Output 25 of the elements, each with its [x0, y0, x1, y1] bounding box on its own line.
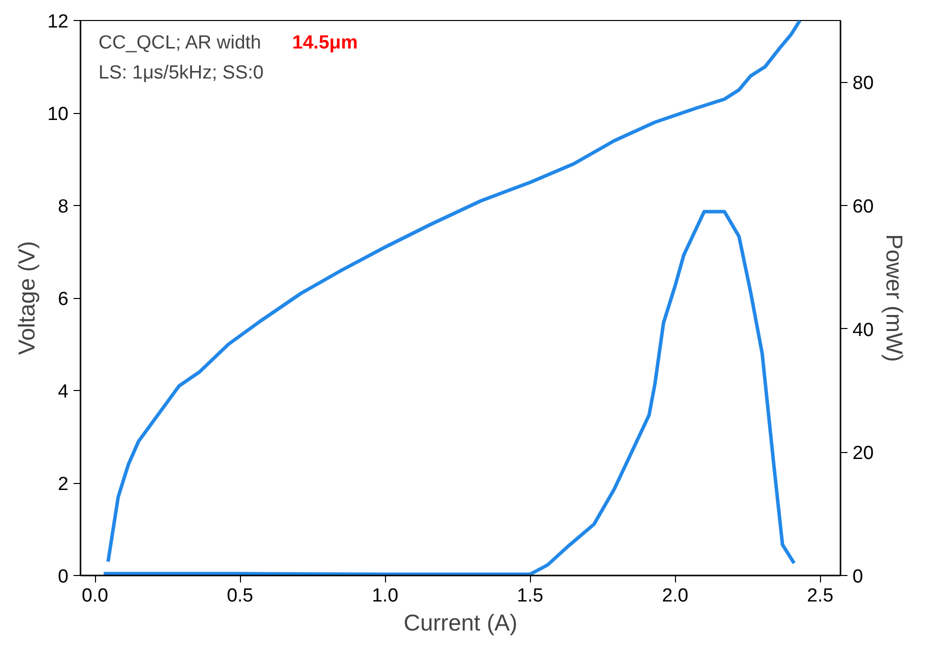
y2-axis-title: Power (mW): [882, 234, 908, 362]
y-tick-label: 2: [58, 474, 69, 495]
x-tick-label: 1.0: [372, 586, 398, 606]
x-tick-label: 2.0: [662, 586, 688, 606]
y2-tick-label: 20: [852, 443, 874, 464]
y-tick-label: 10: [47, 104, 69, 125]
y-axis-title: Voltage (V): [13, 241, 40, 355]
x-tick-label: 2.5: [806, 586, 834, 606]
annotation: LS: 1μs/5kHz; SS:0: [98, 62, 264, 84]
y2-tick-label: 60: [852, 196, 874, 218]
x-tick-label: 1.5: [516, 586, 544, 606]
y-tick-label: 8: [58, 196, 69, 218]
annotation: CC_QCL; AR width: [98, 32, 262, 54]
x-tick-label: 0.0: [82, 586, 108, 606]
annotation: 14.5μm: [292, 32, 358, 54]
y-tick-label: 12: [47, 12, 69, 32]
y-tick-label: 0: [58, 566, 69, 588]
y2-tick-label: 0: [852, 566, 864, 588]
y2-tick-label: 80: [852, 73, 874, 94]
x-tick-label: 0.5: [226, 586, 254, 606]
y-tick-label: 6: [58, 289, 69, 310]
x-axis-title: Current (A): [404, 610, 518, 636]
y-tick-label: 4: [58, 382, 69, 402]
line-series: [102, 210, 796, 576]
y2-tick-label: 40: [852, 320, 874, 341]
